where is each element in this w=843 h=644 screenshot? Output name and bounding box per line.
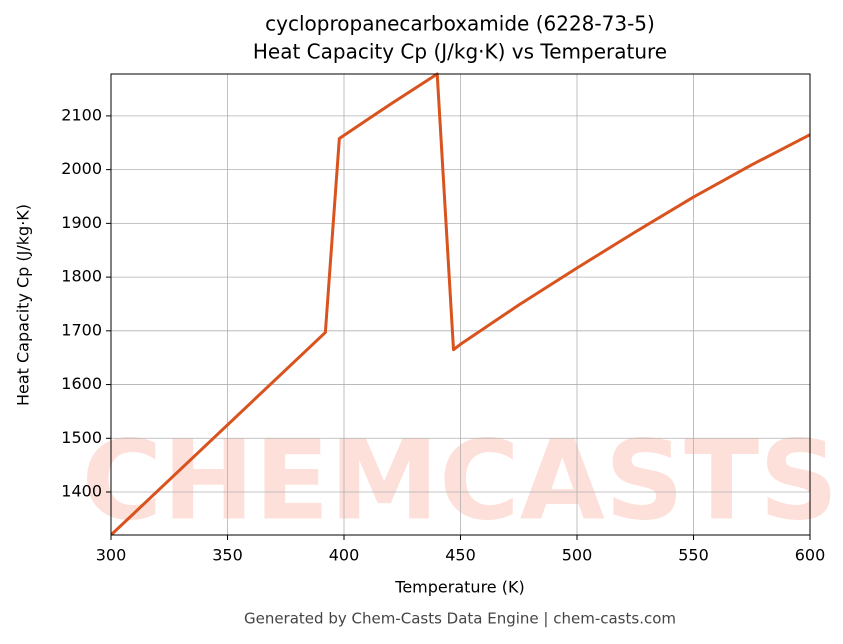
x-axis-label: Temperature (K) [394,578,524,597]
footer: Generated by Chem-Casts Data Engine | ch… [244,610,676,628]
y-axis-label: Heat Capacity Cp (J/kg·K) [14,204,33,406]
watermark: CHEMCASTS [82,416,839,544]
y-tick-label: 1400 [61,482,102,501]
x-tick-label: 550 [678,546,709,565]
plot-frame [110,73,811,536]
x-tick-label: 300 [96,546,127,565]
x-tick-label: 400 [329,546,360,565]
y-tick-label: 1700 [61,320,102,339]
y-tick-label: 1800 [61,267,102,286]
y-tick-label: 1600 [61,374,102,393]
x-tick-label: 500 [562,546,593,565]
x-tick-label: 600 [795,546,826,565]
chart-subtitle: Heat Capacity Cp (J/kg·K) vs Temperature [253,40,667,64]
x-tick-label: 350 [212,546,243,565]
x-tick-label: 450 [445,546,476,565]
chart-title: cyclopropanecarboxamide (6228-73-5) [265,12,655,36]
y-tick-label: 2100 [61,105,102,124]
y-tick-label: 1500 [61,428,102,447]
y-tick-label: 2000 [61,159,102,178]
y-tick-label: 1900 [61,213,102,232]
line-series [111,72,810,535]
